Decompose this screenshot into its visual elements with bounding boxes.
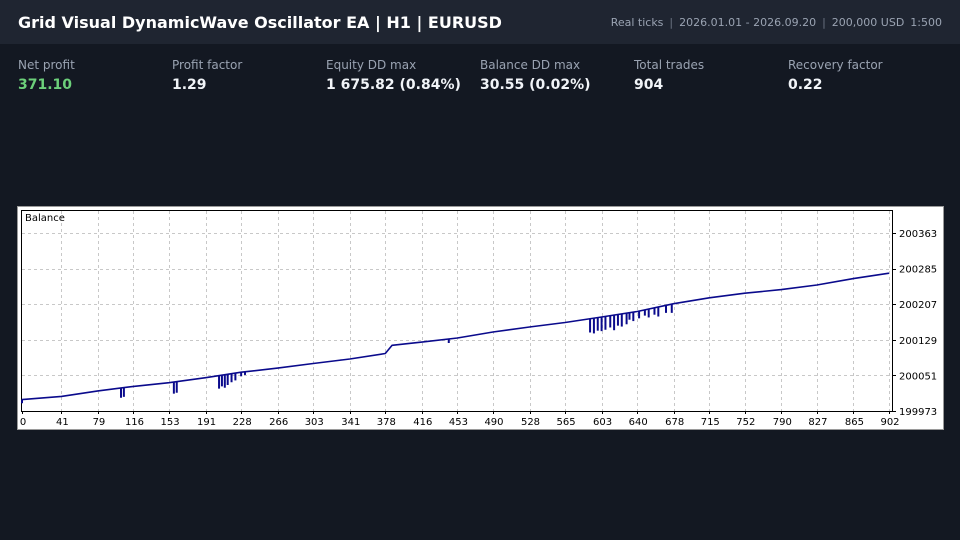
x-tick-label: 0 [20, 417, 26, 428]
x-tick-label: 790 [773, 417, 792, 428]
y-tick-label: 200363 [899, 229, 937, 240]
balance-series [21, 272, 890, 401]
balance-chart: 199973 200051 200129 200207 200285 200363 0 41… [17, 206, 944, 430]
model-label: Real ticks [610, 15, 664, 29]
equity-dips [21, 304, 673, 404]
x-tick-label: 266 [269, 417, 288, 428]
x-tick-label: 640 [629, 417, 648, 428]
x-tick-label: 678 [665, 417, 684, 428]
x-tick-label: 191 [197, 417, 216, 428]
x-tick-label: 565 [557, 417, 576, 428]
x-tick-label: 902 [880, 417, 899, 428]
x-tick-label: 116 [125, 417, 144, 428]
test-settings: Real ticks | 2026.01.01 - 2026.09.20 | 200,0… [611, 16, 942, 29]
stat-label: Net profit [18, 58, 75, 72]
x-tick-label: 41 [56, 417, 69, 428]
x-tick-label: 752 [736, 417, 755, 428]
x-tick-label: 416 [413, 417, 432, 428]
x-tick-label: 453 [449, 417, 468, 428]
x-tick-label: 528 [521, 417, 540, 428]
report-title: Grid Visual DynamicWave Oscillator EA | … [18, 12, 502, 32]
stat-total-trades: Total trades 904 [634, 58, 784, 93]
x-tick-label: 79 [93, 417, 106, 428]
y-tick-label: 200129 [899, 336, 937, 347]
y-tick-label: 200207 [899, 300, 937, 311]
y-tick-label: 200051 [899, 371, 937, 382]
stat-label: Recovery factor [788, 58, 883, 72]
leverage-label: 1:500 [910, 15, 942, 29]
x-tick-label: 341 [341, 417, 360, 428]
stat-recovery-factor: Recovery factor 0.22 [788, 58, 938, 93]
x-tick-label: 603 [593, 417, 612, 428]
x-tick-label: 490 [484, 417, 503, 428]
stat-value: 1 675.82 (0.84%) [326, 77, 461, 93]
deposit-label: 200,000 USD [831, 15, 905, 29]
x-tick-label: 715 [701, 417, 720, 428]
stat-balance-dd: Balance DD max 30.55 (0.02%) [480, 58, 630, 93]
y-tick-label: 200285 [899, 265, 937, 276]
stat-label: Equity DD max [326, 58, 417, 72]
stat-value: 1.29 [172, 77, 207, 93]
x-tick-label: 865 [845, 417, 864, 428]
x-tick-label: 378 [377, 417, 396, 428]
stat-label: Balance DD max [480, 58, 581, 72]
chart-title: Balance [25, 213, 65, 224]
x-tick-label: 153 [161, 417, 180, 428]
stat-equity-dd: Equity DD max 1 675.82 (0.84%) [326, 58, 476, 93]
stats-row: Net profit 371.10 Profit factor 1.29 Equ… [18, 58, 948, 98]
chart-border [17, 206, 944, 430]
y-axis-ticks: 199973 200051 200129 200207 200285 200363 [892, 229, 937, 418]
report-header: Grid Visual DynamicWave Oscillator EA | … [0, 0, 960, 44]
stat-value: 30.55 (0.02%) [480, 77, 591, 93]
stat-label: Total trades [634, 58, 705, 72]
separator: | [822, 15, 826, 29]
stat-net-profit: Net profit 371.10 [18, 58, 168, 93]
stat-profit-factor: Profit factor 1.29 [172, 58, 322, 93]
x-tick-label: 303 [305, 417, 324, 428]
chart-grid [22, 211, 892, 411]
x-tick-label: 228 [233, 417, 252, 428]
y-tick-label: 199973 [899, 407, 937, 418]
x-axis-ticks: 0 41 79 116 153 191 228 266 303 341 378 416 453 490 52… [20, 411, 900, 428]
x-tick-label: 827 [808, 417, 827, 428]
balance-chart-svg: 199973 200051 200129 200207 200285 200363 0 41… [17, 206, 944, 430]
stat-value: 0.22 [788, 77, 823, 93]
separator: | [669, 15, 674, 29]
balance-line [21, 272, 890, 401]
stat-label: Profit factor [172, 58, 243, 72]
stat-value: 371.10 [18, 77, 73, 93]
period-label: 2026.01.01 - 2026.09.20 [679, 15, 817, 29]
stat-value: 904 [634, 77, 664, 93]
